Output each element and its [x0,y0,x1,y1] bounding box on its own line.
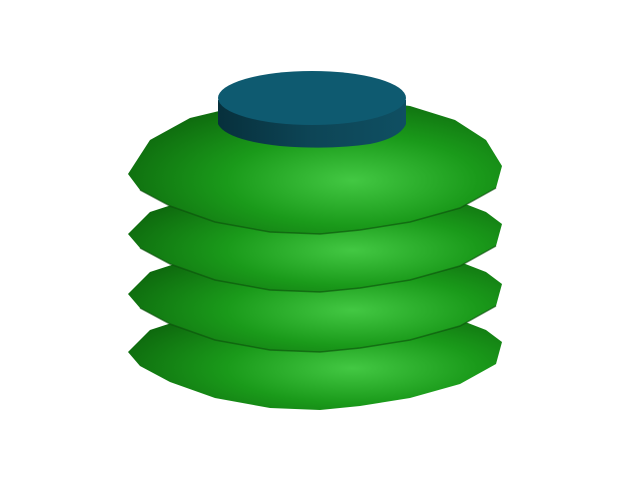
ring-1 [128,100,502,234]
ring-seam-3 [139,305,497,353]
ring-seam-2 [139,245,497,293]
cap-top [218,71,406,125]
ring-seam-1 [139,187,497,235]
